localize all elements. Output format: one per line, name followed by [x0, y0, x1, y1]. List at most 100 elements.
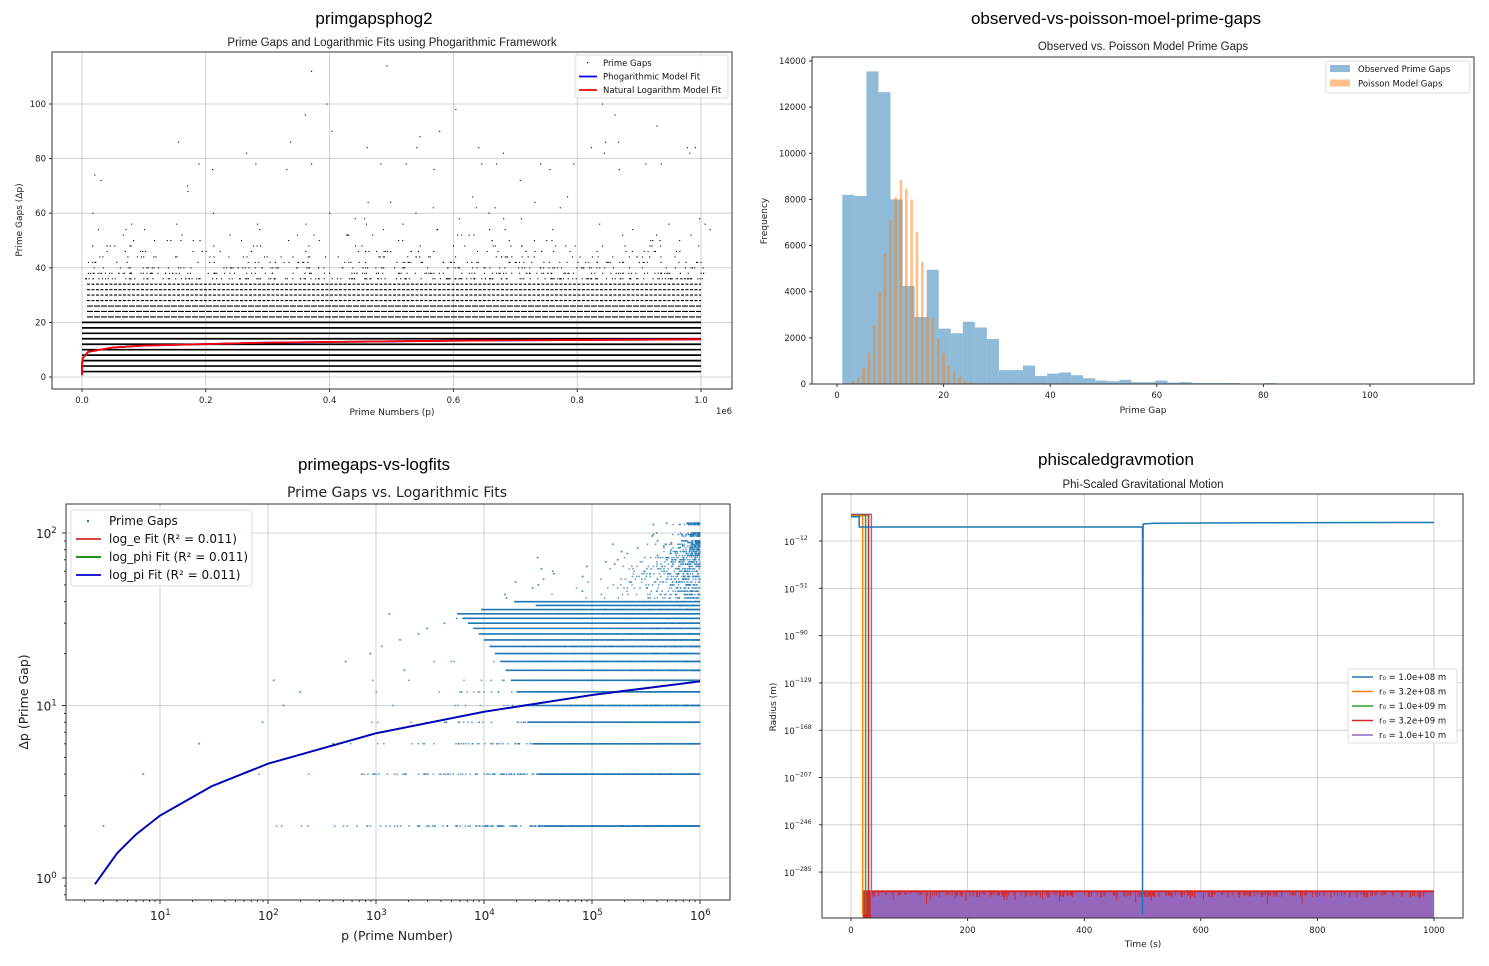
scatter-point: [673, 570, 676, 573]
scatter-point: [660, 565, 663, 568]
scatter-point: [266, 256, 268, 258]
scatter-point: [303, 278, 305, 280]
scatter-point: [689, 560, 692, 563]
scatter-point: [679, 558, 682, 561]
scatter-point: [649, 593, 651, 596]
underflow-noise: [1227, 892, 1229, 897]
scatter-point: [415, 212, 417, 214]
scatter-point: [150, 272, 153, 274]
underflow-noise: [1300, 892, 1302, 897]
y-tick-label: 10−51: [784, 582, 808, 595]
scatter-point: [384, 825, 387, 827]
underflow-noise: [1045, 892, 1047, 896]
scatter-point: [669, 597, 672, 599]
underflow-noise: [1089, 892, 1091, 895]
underflow-noise: [1363, 892, 1365, 896]
scatter-point: [486, 825, 489, 827]
scatter-point: [209, 256, 211, 258]
scatter-point: [476, 267, 478, 269]
underflow-noise: [999, 892, 1001, 896]
scatter-point: [489, 278, 491, 280]
legend-entry: r₀ = 3.2e+08 m: [1379, 688, 1446, 698]
scatter-point: [617, 597, 620, 599]
underflow-noise: [1243, 892, 1245, 896]
scatter-point: [553, 250, 555, 253]
underflow-noise: [1126, 892, 1128, 897]
scatter-point: [410, 261, 412, 263]
scatter-point: [691, 267, 693, 269]
scatter-point: [426, 272, 428, 274]
scatter-point: [685, 581, 688, 583]
chart-title: Prime Gaps and Logarithmic Fits using Ph…: [227, 37, 556, 49]
underflow-noise: [1153, 892, 1155, 896]
scatter-point: [662, 545, 665, 548]
scatter-point: [124, 250, 126, 253]
scatter-point: [664, 556, 667, 559]
scatter-point: [308, 267, 310, 269]
scatter-point: [606, 587, 609, 589]
underflow-noise: [1190, 892, 1192, 899]
scatter-point: [688, 558, 691, 561]
scatter-point: [684, 567, 687, 570]
scatter-point: [506, 256, 508, 258]
scatter-point: [650, 590, 653, 593]
scatter-point: [549, 261, 551, 263]
scatter-point: [446, 278, 448, 280]
scatter-point: [289, 141, 292, 143]
scatter-point: [698, 245, 700, 247]
scatter-point: [212, 278, 214, 280]
scatter-point: [197, 261, 199, 263]
scatter-point: [689, 593, 692, 596]
scatter-point: [596, 261, 598, 263]
scatter-point: [654, 543, 657, 546]
scatter-point: [643, 572, 645, 575]
scatter-point: [496, 825, 499, 827]
observed-histogram-bar: [1047, 373, 1060, 384]
scatter-point: [437, 229, 439, 231]
scatter-point: [668, 223, 670, 225]
scatter-point: [681, 560, 684, 563]
scatter-point: [687, 581, 689, 583]
scatter-point: [489, 229, 491, 231]
underflow-noise: [1356, 892, 1358, 898]
scatter-point: [658, 572, 661, 575]
scatter-point: [688, 278, 690, 280]
scatter-point: [352, 267, 354, 269]
scatter-point: [688, 570, 691, 573]
scatter-point: [300, 825, 303, 827]
scatter-point: [296, 234, 299, 236]
scatter-point: [674, 267, 676, 269]
underflow-noise: [1337, 892, 1339, 896]
scatter-point: [688, 550, 691, 553]
underflow-noise: [1376, 892, 1378, 895]
scatter-point: [541, 250, 543, 253]
scatter-point: [664, 593, 666, 596]
scatter-point: [186, 185, 188, 187]
scatter-point: [383, 250, 385, 253]
underflow-noise: [898, 892, 900, 896]
scatter-point: [400, 272, 402, 274]
scatter-point: [377, 272, 379, 274]
scatter-point: [643, 250, 645, 253]
scatter-point: [481, 825, 484, 827]
scatter-point: [229, 267, 231, 269]
scatter-point: [632, 572, 635, 575]
scatter-point: [142, 250, 144, 253]
scatter-point: [666, 558, 668, 561]
scatter-point: [494, 207, 496, 209]
scatter-point: [116, 261, 118, 263]
scatter-point: [531, 261, 533, 263]
scatter-point: [379, 256, 381, 258]
scatter-point: [692, 548, 695, 551]
scatter-point: [626, 590, 628, 593]
poisson-histogram-bar: [878, 291, 881, 384]
underflow-noise: [1144, 892, 1146, 898]
scatter-point: [675, 278, 677, 280]
scatter-point: [364, 278, 366, 280]
scatter-point: [685, 548, 688, 551]
scatter-point: [656, 563, 659, 566]
scatter-point: [675, 575, 678, 578]
y-tick-label: 102: [36, 526, 57, 541]
scatter-point: [175, 278, 177, 280]
underflow-noise: [1364, 892, 1366, 897]
